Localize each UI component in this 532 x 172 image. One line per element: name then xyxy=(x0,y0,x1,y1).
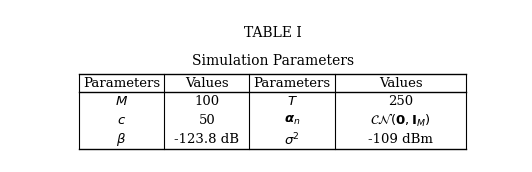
Text: 50: 50 xyxy=(198,114,215,127)
Text: $\beta$: $\beta$ xyxy=(117,131,127,148)
Text: Values: Values xyxy=(379,77,422,90)
Text: $\sigma^2$: $\sigma^2$ xyxy=(284,131,300,148)
Text: -109 dBm: -109 dBm xyxy=(368,133,433,146)
Text: $c$: $c$ xyxy=(117,114,126,127)
Text: -123.8 dB: -123.8 dB xyxy=(174,133,239,146)
Text: $T$: $T$ xyxy=(287,95,297,108)
Text: $\boldsymbol{\alpha}_n$: $\boldsymbol{\alpha}_n$ xyxy=(284,114,300,127)
Text: $M$: $M$ xyxy=(115,95,128,108)
Text: Parameters: Parameters xyxy=(83,77,160,90)
Text: $\mathcal{CN}(\mathbf{0}, \mathbf{I}_M)$: $\mathcal{CN}(\mathbf{0}, \mathbf{I}_M)$ xyxy=(370,112,431,129)
Text: Values: Values xyxy=(185,77,229,90)
Text: Simulation Parameters: Simulation Parameters xyxy=(192,54,354,68)
Text: TABLE I: TABLE I xyxy=(244,26,302,40)
Text: 250: 250 xyxy=(388,95,413,108)
Text: Parameters: Parameters xyxy=(253,77,330,90)
Text: 100: 100 xyxy=(194,95,219,108)
